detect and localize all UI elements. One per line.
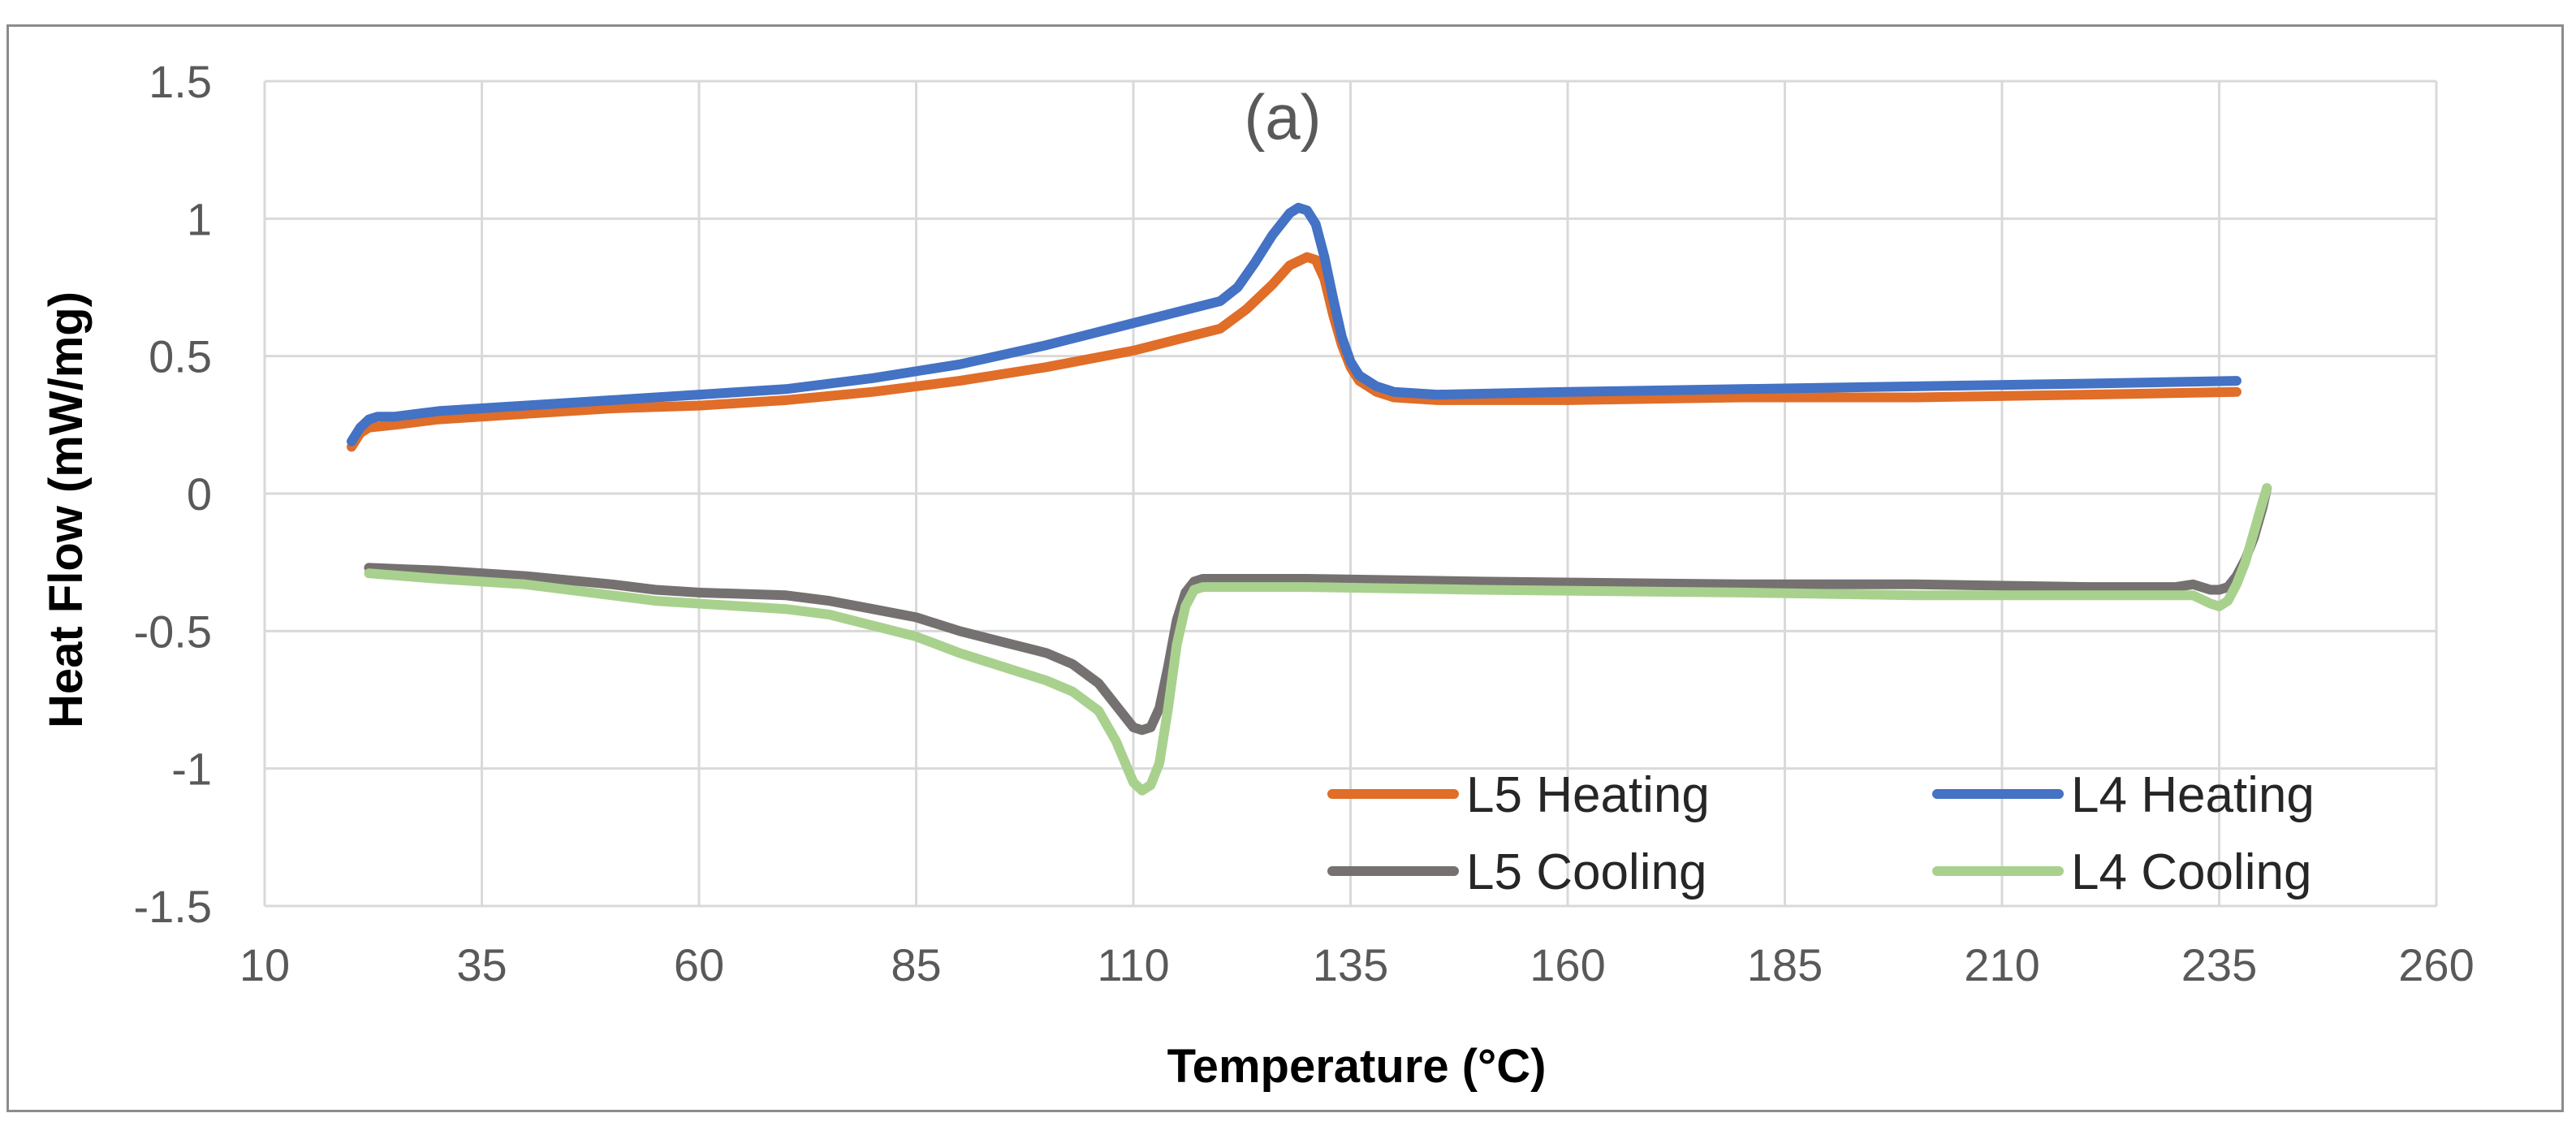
y-tick-label: 0.5 <box>149 331 212 382</box>
y-tick-label: -0.5 <box>134 606 213 657</box>
x-axis-title: Temperature (°C) <box>1167 1040 1547 1093</box>
x-tick-label: 60 <box>674 939 724 990</box>
x-tick-label: 210 <box>1964 939 2039 990</box>
axis-layer: 10 35 60 85 110 135 160 185 210 235 260 1.5 1 0.5 0 -0.… <box>134 56 2475 990</box>
series-line-l4-cooling <box>364 483 2272 796</box>
x-tick-label: 260 <box>2398 939 2474 990</box>
legend: L5 Heating L4 Heating L5 Cooling L4 Cooling <box>1327 767 2315 900</box>
legend-label-l5-cooling: L5 Cooling <box>1466 844 1707 900</box>
y-tick-label: 1 <box>187 193 212 244</box>
x-tick-label: 10 <box>239 939 290 990</box>
x-tick-label: 235 <box>2181 939 2257 990</box>
y-axis-title: Heat Flow (mW/mg) <box>40 291 93 728</box>
series-layer <box>347 202 2272 796</box>
x-tick-label: 85 <box>891 939 941 990</box>
series-line-l5-cooling <box>364 483 2272 736</box>
x-tick-label: 110 <box>1097 939 1169 990</box>
x-tick-label: 160 <box>1530 939 1605 990</box>
legend-label-l4-cooling: L4 Cooling <box>2071 844 2311 900</box>
series-line-l5-heating <box>347 252 2242 452</box>
x-tick-label: 135 <box>1313 939 1388 990</box>
chart-canvas: 10 35 60 85 110 135 160 185 210 235 260 1.5 1 0.5 0 -0.… <box>40 56 2475 1093</box>
legend-label-l4-heating: L4 Heating <box>2071 767 2315 823</box>
chart-title: (a) <box>1244 81 1321 153</box>
chart-frame: 10 35 60 85 110 135 160 185 210 235 260 1.5 1 0.5 0 -0.… <box>6 24 2564 1112</box>
legend-label-l5-heating: L5 Heating <box>1466 767 1710 823</box>
x-tick-label: 35 <box>456 939 507 990</box>
y-tick-label: 0 <box>187 468 212 520</box>
y-tick-label: 1.5 <box>149 56 212 107</box>
y-tick-label: -1 <box>171 744 212 795</box>
series-line-l4-heating <box>347 202 2242 447</box>
y-tick-label: -1.5 <box>134 881 213 932</box>
x-tick-label: 185 <box>1747 939 1823 990</box>
